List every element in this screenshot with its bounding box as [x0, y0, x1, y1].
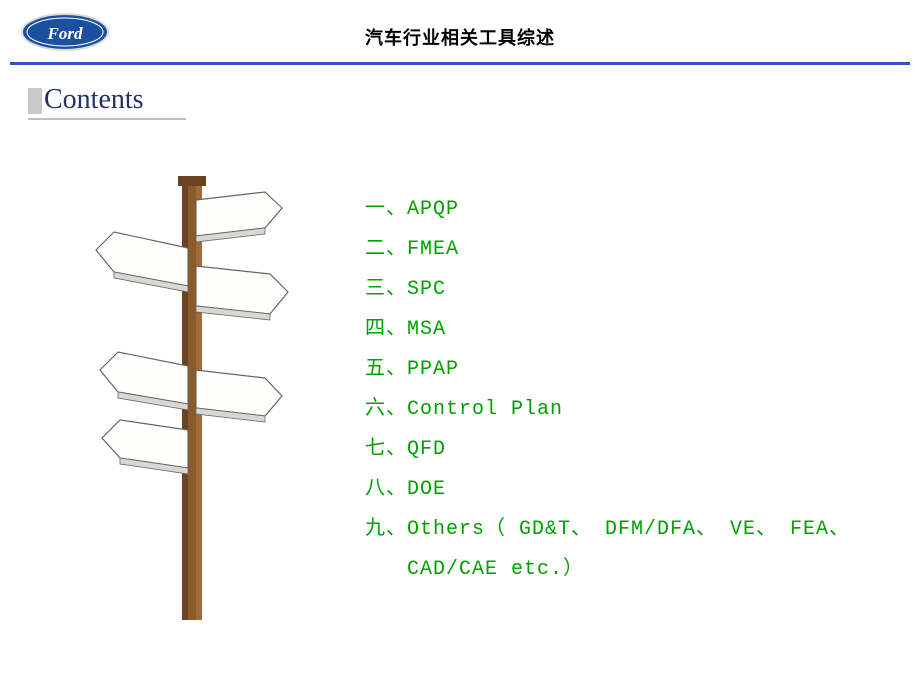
list-item: 四、MSA	[365, 310, 880, 350]
signpost-illustration	[90, 170, 300, 635]
page-title: 汽车行业相关工具综述	[0, 24, 920, 50]
list-item: 六、Control Plan	[365, 390, 880, 430]
sign-arrow	[196, 192, 282, 242]
contents-list: 一、APQP 二、FMEA 三、SPC 四、MSA 五、PPAP 六、Contr…	[365, 190, 880, 590]
sign-arrow	[100, 352, 188, 410]
section-bar	[28, 88, 42, 114]
list-item: 二、FMEA	[365, 230, 880, 270]
sign-arrow	[102, 420, 188, 474]
list-item: 七、QFD	[365, 430, 880, 470]
header-rule	[10, 62, 910, 65]
list-item: 五、PPAP	[365, 350, 880, 390]
list-item: 八、DOE	[365, 470, 880, 510]
list-item: 一、APQP	[365, 190, 880, 230]
list-item: CAD/CAE etc.）	[365, 550, 880, 590]
sign-arrow	[96, 232, 188, 292]
sign-arrow	[196, 370, 282, 422]
section-underline	[28, 118, 186, 120]
section-title: Contents	[44, 86, 144, 114]
list-item: 三、SPC	[365, 270, 880, 310]
section-heading: Contents	[28, 86, 144, 114]
list-item: 九、Others（ GD&T、 DFM/DFA、 VE、 FEA、	[365, 510, 880, 550]
header: Ford 汽车行业相关工具综述	[0, 0, 920, 66]
sign-arrow	[196, 266, 288, 320]
